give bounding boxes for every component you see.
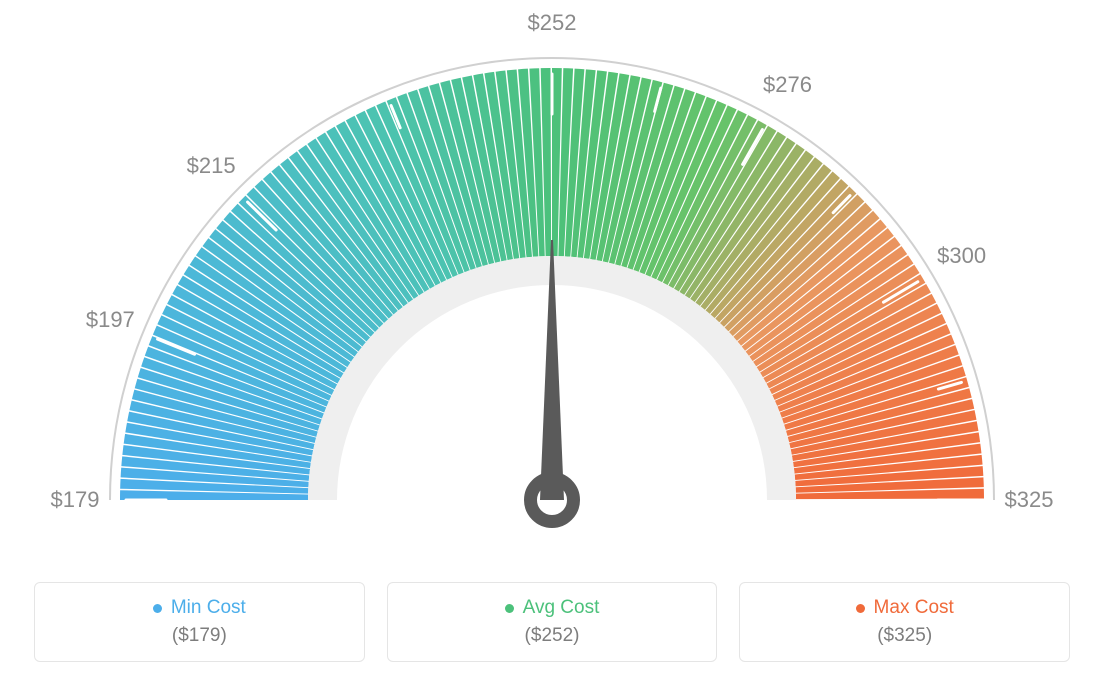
tick-label: $252: [528, 10, 577, 36]
tick-label: $215: [187, 153, 236, 179]
legend-dot-min: [153, 604, 162, 613]
legend-max: Max Cost ($325): [739, 582, 1070, 662]
tick-label: $300: [937, 243, 986, 269]
chart-container: $179 $197 $215 $252 $276 $300 $325 Min Cost ($…: [0, 0, 1104, 690]
legend-label-avg: Avg Cost: [523, 597, 600, 619]
tick-label: $179: [51, 487, 100, 513]
tick-label: $197: [86, 307, 135, 333]
legend-min: Min Cost ($179): [34, 582, 365, 662]
legend-row: Min Cost ($179) Avg Cost ($252) Max Cost…: [0, 582, 1104, 662]
gauge-chart: $179 $197 $215 $252 $276 $300 $325: [0, 0, 1104, 570]
tick-label: $276: [763, 72, 812, 98]
legend-label-max: Max Cost: [874, 597, 954, 619]
tick-label: $325: [1005, 487, 1054, 513]
legend-dot-max: [856, 604, 865, 613]
legend-dot-avg: [505, 604, 514, 613]
legend-value-min: ($179): [172, 625, 227, 647]
legend-value-avg: ($252): [525, 625, 580, 647]
legend-value-max: ($325): [877, 625, 932, 647]
legend-avg: Avg Cost ($252): [387, 582, 718, 662]
legend-label-min: Min Cost: [171, 597, 246, 619]
